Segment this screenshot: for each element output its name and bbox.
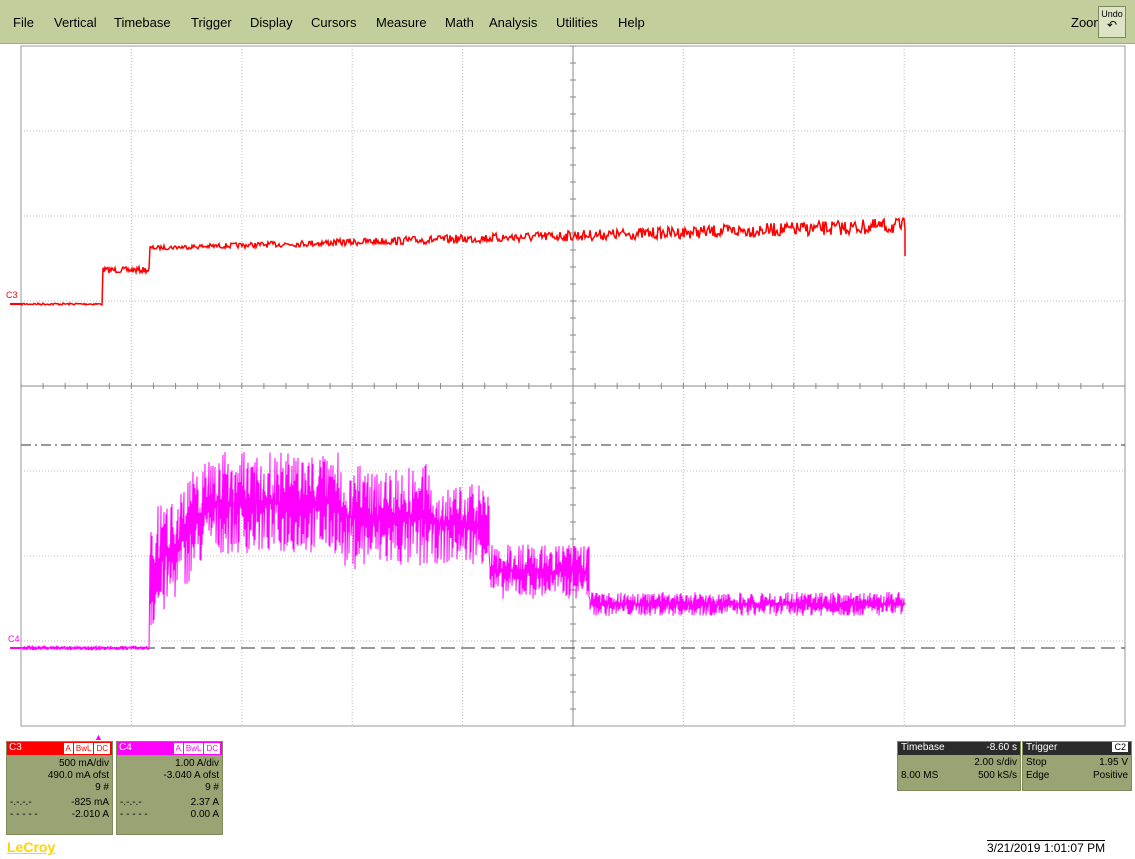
timebase-rate: 500 kS/s [978,770,1017,781]
menu-timebase[interactable]: Timebase [114,15,171,30]
c4-scale: 1.00 A/div [175,758,219,769]
c4-cursor1-value: 2.37 A [190,797,219,808]
c4-flag-dc: DC [204,743,220,754]
timebase-delay: -8.60 s [986,742,1017,753]
c3-flags: A BwL DC [63,743,110,754]
c4-offset: -3.040 A ofst [163,770,219,781]
trigger-title: Trigger [1026,742,1058,753]
grid-lines [20,45,1126,727]
lecroy-logo: LeCroy [7,839,56,855]
c3-cursor2-value: -2.010 A [71,809,109,820]
timebase-header: Timebase -8.60 s [898,742,1020,755]
datetime: 3/21/2019 1:01:07 PM [987,840,1106,855]
c4-cursor2-value: 0.00 A [190,809,219,820]
c3-scale: 500 mA/div [58,758,109,769]
menu-trigger[interactable]: Trigger [191,15,232,30]
c4-flag-bwl: BwL [183,743,204,754]
cursor-lines [21,444,1125,649]
menu-help[interactable]: Help [618,15,645,30]
menu-display[interactable]: Display [250,15,293,30]
trigger-position-icon[interactable]: ▲ [94,732,103,742]
c3-marker-label: C3 [6,290,18,300]
c4-flags: A BwL DC [173,743,220,754]
c3-flag-bwl: BwL [73,743,94,754]
trigger-mode: Stop [1026,757,1047,768]
undo-button[interactable]: Undo ↶ [1098,6,1126,38]
trigger-header: Trigger C2 [1023,742,1131,755]
c3-cursor1-value: -825 mA [71,797,109,808]
c3-name: C3 [9,742,22,753]
trigger-source: C2 [1112,742,1128,752]
c4-marker[interactable]: C4 [8,634,20,644]
c3-cursor1-style: -.-.-.- [10,797,32,808]
c3-trace [20,216,906,307]
menu-utilities[interactable]: Utilities [556,15,598,30]
undo-label: Undo [1101,9,1123,19]
c3-offset: 490.0 mA ofst [47,770,109,781]
c3-panel[interactable]: C3 A BwL DC 500 mA/div 490.0 mA ofst 9 # -… [6,741,113,835]
trigger-panel[interactable]: Trigger C2 Stop 1.95 V Edge Positive [1022,741,1132,791]
menu-analysis[interactable]: Analysis [489,15,538,30]
c4-trace [20,452,906,652]
menu-vertical[interactable]: Vertical [54,15,97,30]
undo-arrow-icon: ↶ [1106,18,1118,32]
timebase-samples: 8.00 MS [901,770,939,781]
c3-panel-header: C3 A BwL DC [7,742,112,755]
c3-cursor2-style: - - - - - [10,809,38,820]
timebase-panel[interactable]: Timebase -8.60 s 2.00 s/div 8.00 MS 500 … [897,741,1021,791]
waveform-traces [10,216,906,652]
waveform-grid [10,45,1126,727]
c3-count: 9 # [95,782,109,793]
menu-file[interactable]: File [13,15,34,30]
trigger-type: Edge [1026,770,1050,781]
menu-math[interactable]: Math [445,15,474,30]
c4-flag-a: A [173,743,183,754]
menu-cursors[interactable]: Cursors [311,15,357,30]
trigger-level: 1.95 V [1099,757,1128,768]
c4-cursor2-style: - - - - - [120,809,148,820]
c4-panel[interactable]: C4 A BwL DC 1.00 A/div -3.040 A ofst 9 # -… [116,741,223,835]
trigger-slope: Positive [1092,770,1128,781]
c4-name: C4 [119,742,132,753]
c4-panel-header: C4 A BwL DC [117,742,222,755]
c4-marker-label: C4 [8,634,20,644]
timebase-per-div: 2.00 s/div [974,757,1017,768]
zoom-button[interactable]: Zoom [1071,15,1105,30]
menu-measure[interactable]: Measure [376,15,427,30]
c4-count: 9 # [205,782,219,793]
c4-cursor1-style: -.-.-.- [120,797,142,808]
c3-flag-dc: DC [94,743,110,754]
timebase-title: Timebase [901,742,945,753]
menu-bar: File Vertical Timebase Trigger Display C… [0,0,1135,44]
c3-marker[interactable]: C3 [6,290,18,300]
c3-flag-a: A [63,743,73,754]
